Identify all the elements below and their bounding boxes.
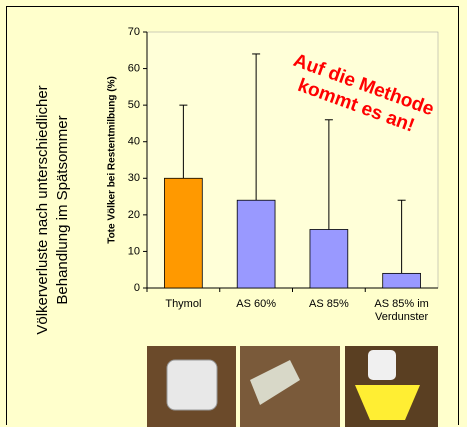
y-tick-label: 70 [128, 26, 140, 38]
bar [164, 177, 203, 289]
y-tick-label: 20 [128, 209, 140, 221]
x-tick-label: AS 85% im Verdunster [374, 298, 429, 323]
bar [382, 272, 421, 289]
y-tick-label: 10 [128, 245, 140, 257]
side-title: Behandlung im Spätsommer [54, 115, 71, 304]
bar [309, 229, 349, 289]
y-axis-label: Tote Völker bei Restentmilbung (%) [107, 76, 118, 244]
bar [236, 199, 276, 289]
y-tick-label: 30 [128, 172, 140, 184]
y-tick-label: 40 [128, 136, 140, 148]
x-tick-label: AS 85% [309, 298, 349, 310]
x-tick-label: Thymol [165, 298, 202, 310]
x-tick-label: AS 60% [236, 298, 276, 310]
y-tick-label: 0 [134, 282, 140, 294]
y-tick-label: 50 [128, 99, 140, 111]
frame [6, 6, 459, 425]
photos [147, 346, 438, 427]
side-title: Völkerverluste nach unterschiedlicher [34, 85, 51, 334]
y-tick-label: 60 [128, 62, 140, 74]
